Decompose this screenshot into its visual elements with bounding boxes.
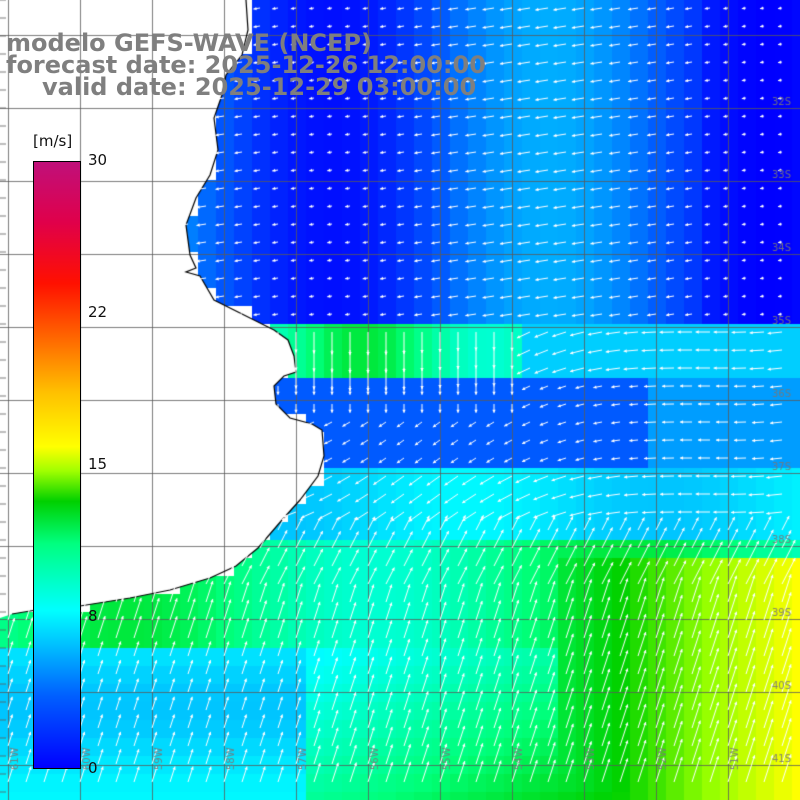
colorbar-unit-label: [m/s] <box>33 132 73 150</box>
colorbar <box>33 161 81 769</box>
model-title: modelo GEFS-WAVE (NCEP) <box>6 29 372 57</box>
forecast-date-title: forecast date: 2025-12-26 12:00:00 <box>6 51 486 79</box>
colorbar-tick-30: 30 <box>88 151 108 169</box>
colorbar-tick-8: 8 <box>88 607 98 625</box>
colorbar-tick-0: 0 <box>88 759 98 777</box>
colorbar-tick-22: 22 <box>88 303 108 321</box>
valid-date-title: valid date: 2025-12-29 03:00:00 <box>42 73 477 101</box>
colorbar-tick-15: 15 <box>88 455 108 473</box>
